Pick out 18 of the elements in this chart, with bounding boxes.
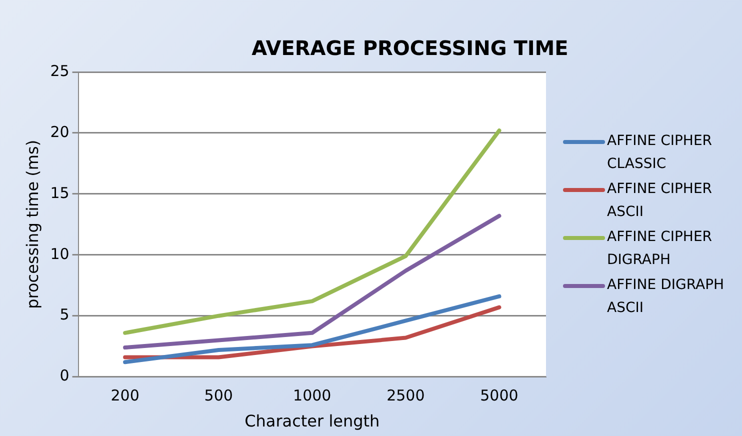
y-axis-title: processing time (ms): [22, 140, 42, 309]
y-tick-label: 15: [50, 184, 70, 202]
legend-label: AFFINE CIPHER ASCII: [607, 180, 714, 222]
chart-title: AVERAGE PROCESSING TIME: [250, 36, 570, 60]
x-tick-label: 2500: [386, 386, 425, 405]
x-tick-label: 500: [204, 386, 233, 405]
y-tick-label: 20: [50, 122, 70, 141]
y-tick-label: 5: [60, 306, 70, 324]
legend-label: AFFINE CIPHER CLASSIC: [607, 132, 714, 174]
legend-label: AFFINE DIGRAPH ASCII: [607, 276, 726, 318]
y-tick-label: 0: [60, 366, 70, 385]
y-tick-label: 25: [50, 62, 70, 80]
x-tick-label: 5000: [480, 386, 518, 405]
x-axis-title: Character length: [244, 412, 380, 431]
x-tick-label: 1000: [293, 386, 332, 405]
x-tick-label: 200: [110, 386, 140, 405]
legend-label: AFFINE CIPHER DIGRAPH: [607, 228, 714, 270]
y-tick-label: 10: [50, 244, 70, 263]
